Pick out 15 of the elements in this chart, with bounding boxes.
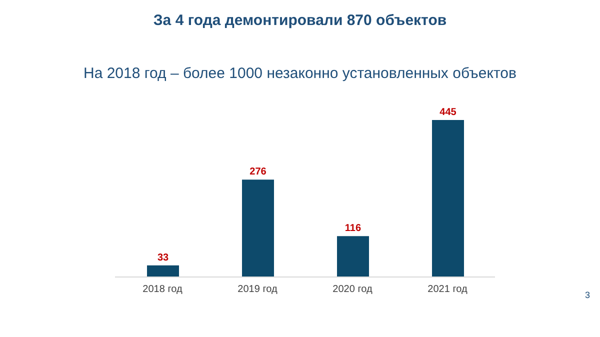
x-tick-label: 2018 год <box>142 284 182 296</box>
x-tick-label: 2021 год <box>428 284 468 296</box>
text: 3 <box>584 290 590 300</box>
data-label: 33 <box>157 252 169 264</box>
bar <box>337 236 369 277</box>
x-tick-label: 2019 год <box>238 284 278 296</box>
data-label: 445 <box>440 107 457 118</box>
data-label: 276 <box>250 166 267 178</box>
bar <box>242 180 274 277</box>
x-tick-label: 2020 год <box>332 284 372 296</box>
chart-subtitle: На 2018 год – более 1000 незаконно установленных объектов <box>82 65 518 82</box>
chart-title: За 4 года демонтировали 870 объектов <box>152 12 448 29</box>
bar <box>147 265 179 277</box>
bar <box>432 120 464 277</box>
data-label: 116 <box>344 223 362 234</box>
